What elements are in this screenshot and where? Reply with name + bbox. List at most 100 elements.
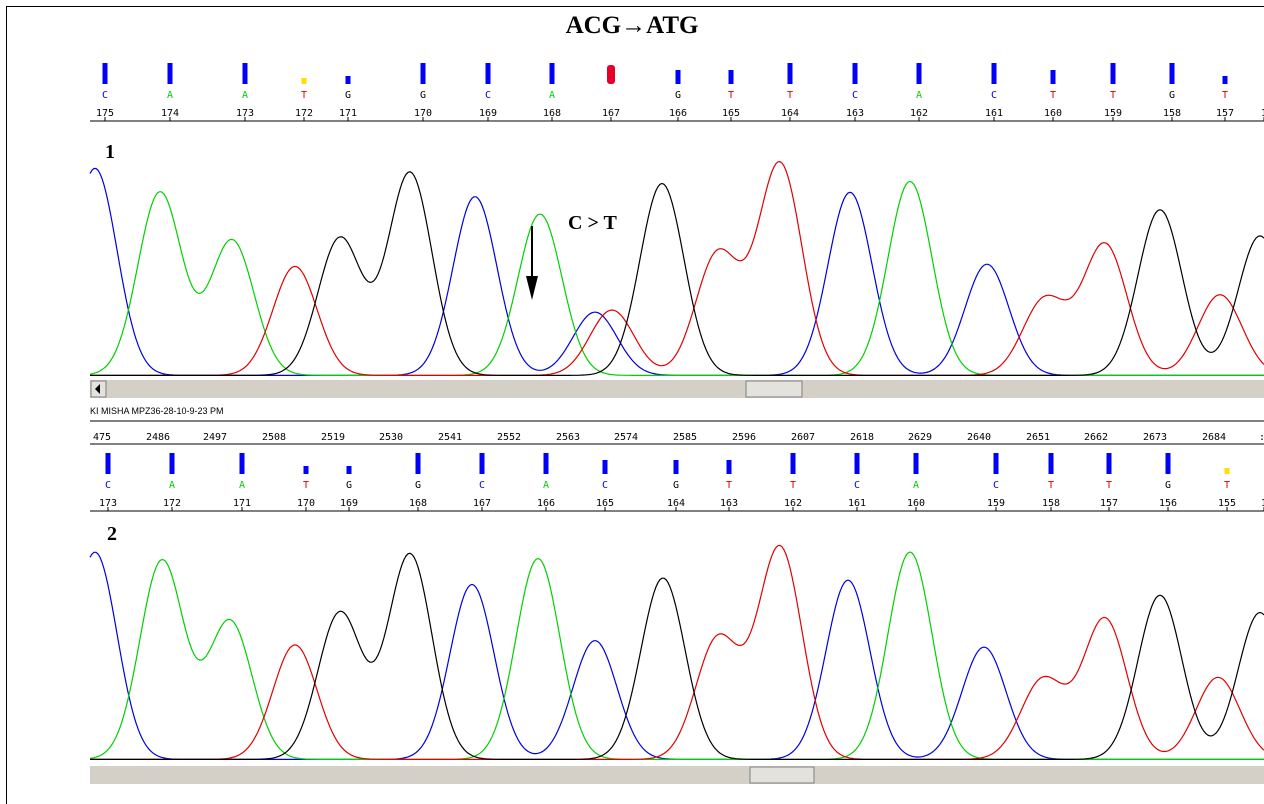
panel2-base-call: A: [169, 480, 175, 491]
panel2-base-call: C: [602, 480, 608, 491]
scan-number: 2618: [850, 432, 874, 443]
panel1-base-number: 160: [1044, 108, 1062, 119]
figure-title: ACG→ATG: [565, 12, 699, 39]
panel2-base-call: C: [479, 480, 485, 491]
panel1-base-number: 172: [295, 108, 313, 119]
scan-number: 2662: [1084, 432, 1108, 443]
panel2-base-call: A: [239, 480, 245, 491]
panel1-base-call: G: [1169, 90, 1175, 101]
panel2-base-number: 160: [907, 498, 925, 509]
panel2-quality-bar: [105, 453, 111, 474]
panel2-quality-bar: [239, 453, 245, 474]
panel1-base-call: C: [852, 90, 858, 101]
mutation-annotation: C > T: [568, 212, 617, 234]
panel2-base-number: 1: [1261, 498, 1264, 509]
panel2-base-call: C: [993, 480, 999, 491]
panel2-base-number: 173: [99, 498, 117, 509]
panel1-trace-T: [90, 160, 1264, 376]
scan-number: 2574: [614, 432, 638, 443]
panel2-base-call: A: [913, 480, 919, 491]
scroll-thumb-2[interactable]: [749, 766, 815, 784]
panel1-quality-bar: [485, 63, 491, 84]
panel1-base-call: A: [916, 90, 922, 101]
panel2-base-call: T: [1048, 480, 1054, 491]
panel1-quality-bar: [675, 70, 681, 84]
scan-number: 2486: [146, 432, 170, 443]
panel2-quality-bar: [602, 460, 608, 474]
panel1-base-call: G: [420, 90, 426, 101]
panel1-base-number: 166: [669, 108, 687, 119]
scan-number: 2596: [732, 432, 756, 443]
panel2-quality-bar-low: [1224, 468, 1230, 474]
panel1-trace-G: [90, 171, 1264, 376]
panel1-base-call: G: [345, 90, 351, 101]
panel2-base-number: 169: [340, 498, 358, 509]
panel2-trace-G: [90, 552, 1264, 760]
panel2-traces: [89, 544, 1264, 760]
panel1-scrollbar[interactable]: [90, 380, 1264, 398]
panel2-base-track: C 173 A 172 A 171 T 170 G 169 G 168 C 167 A 166 C 165 G 164…: [99, 453, 1264, 511]
panel1-quality-bar: [1169, 63, 1175, 84]
panel1-quality-bar: [102, 63, 108, 84]
panel1-quality-bar: [787, 63, 793, 84]
panel1-base-number: 168: [543, 108, 561, 119]
panel2-quality-bar: [993, 453, 999, 474]
panel1-base-call: T: [301, 90, 307, 101]
panel1-base-call: T: [728, 90, 734, 101]
scan-number: 2673: [1143, 432, 1167, 443]
panel2-base-number: 163: [720, 498, 738, 509]
panel1-base-number: 173: [236, 108, 254, 119]
panel2-base-call: A: [543, 480, 549, 491]
panel1-label: 1: [105, 141, 115, 163]
panel2-quality-bar: [1106, 453, 1112, 474]
panel2-label: 2: [107, 523, 117, 545]
panel2-base-number: 171: [233, 498, 251, 509]
panel1-quality-bar: [991, 63, 997, 84]
panel2-scrollbar[interactable]: [90, 766, 1264, 784]
panel2-quality-bar: [673, 460, 679, 474]
panel1-trace-A: [89, 180, 1264, 376]
panel2-base-call: G: [673, 480, 679, 491]
panel2-quality-bar: [346, 466, 352, 474]
panel1-base-call: A: [167, 90, 173, 101]
panel1-base-number: 174: [161, 108, 179, 119]
panel2-base-number: 168: [409, 498, 427, 509]
panel2-base-number: 158: [1042, 498, 1060, 509]
panel2-base-call: G: [415, 480, 421, 491]
scan-number: 2541: [438, 432, 462, 443]
panel2-base-call: G: [346, 480, 352, 491]
panel2-quality-bar: [543, 453, 549, 474]
panel2-base-number: 166: [537, 498, 555, 509]
panel1-base-call: T: [1050, 90, 1056, 101]
panel1-base-call: A: [549, 90, 555, 101]
panel2-quality-bar: [854, 453, 860, 474]
panel1-quality-bar: [345, 76, 351, 84]
panel1-base-call: T: [1110, 90, 1116, 101]
panel2-base-number: 161: [848, 498, 866, 509]
scan-number: 2552: [497, 432, 521, 443]
panel1-quality-bar: [167, 63, 173, 84]
panel1-trace-C: [89, 167, 1264, 376]
panel2-base-number: 170: [297, 498, 315, 509]
scan-number: 2508: [262, 432, 286, 443]
scan-number: 2563: [556, 432, 580, 443]
panel1-quality-bar: [420, 63, 426, 84]
panel1-base-number: 165: [722, 108, 740, 119]
panel1-quality-bar: [728, 70, 734, 84]
panel1-base-call: G: [675, 90, 681, 101]
panel1-base-call: C: [102, 90, 108, 101]
panel1-quality-bar: [242, 63, 248, 84]
scan-number: 2519: [321, 432, 345, 443]
scan-number-row: 475 2486 2497 2508 2519 2530 2541 2552 2563 2574 2…: [93, 432, 1264, 443]
panel1-base-call: T: [787, 90, 793, 101]
panel2-quality-bar: [790, 453, 796, 474]
panel2-base-call: T: [1106, 480, 1112, 491]
panel1-base-number: 161: [985, 108, 1003, 119]
figure-frame: [6, 6, 1264, 804]
panel2-base-number: 167: [473, 498, 491, 509]
panel1-base-number: 159: [1104, 108, 1122, 119]
scan-number: :: [1259, 432, 1264, 443]
scroll-thumb[interactable]: [745, 380, 803, 398]
panel1-base-number: 158: [1163, 108, 1181, 119]
